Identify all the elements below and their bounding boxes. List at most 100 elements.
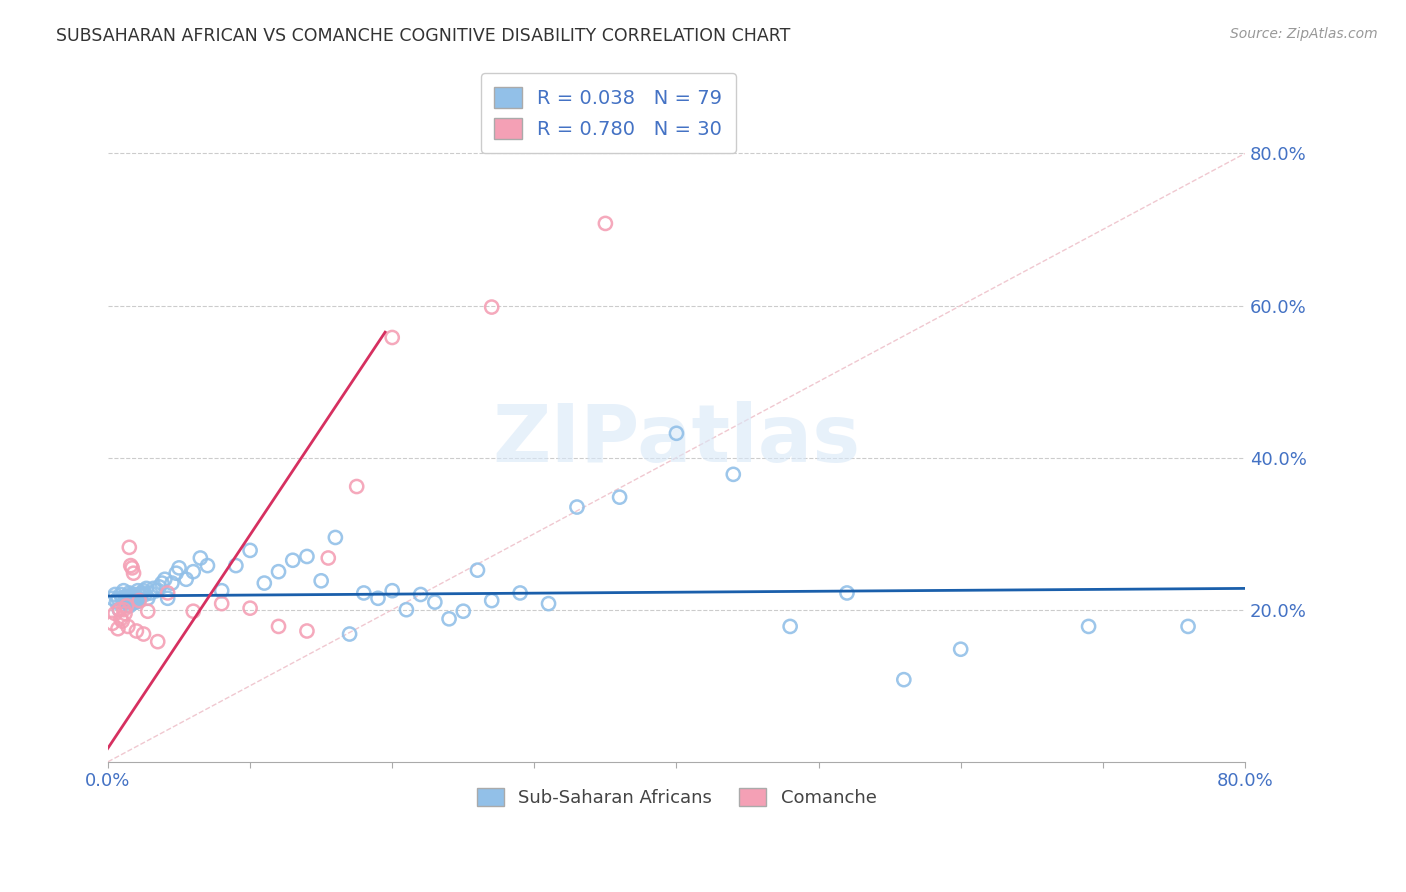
Point bbox=[128, 587, 150, 601]
Point bbox=[295, 549, 318, 564]
Point bbox=[153, 572, 176, 586]
Point bbox=[121, 561, 143, 575]
Point bbox=[107, 622, 129, 636]
Point bbox=[156, 586, 179, 600]
Point bbox=[779, 619, 801, 633]
Point bbox=[124, 587, 146, 601]
Point bbox=[115, 599, 138, 613]
Point bbox=[142, 582, 165, 596]
Point bbox=[104, 587, 127, 601]
Point bbox=[595, 216, 617, 230]
Point bbox=[537, 597, 560, 611]
Point bbox=[281, 553, 304, 567]
Point bbox=[134, 587, 156, 601]
Point bbox=[139, 586, 162, 600]
Point bbox=[353, 586, 375, 600]
Point bbox=[114, 607, 136, 621]
Point bbox=[120, 595, 142, 609]
Point bbox=[125, 591, 148, 606]
Point bbox=[117, 591, 139, 606]
Point bbox=[101, 616, 124, 631]
Point bbox=[211, 583, 233, 598]
Point bbox=[115, 589, 138, 603]
Point bbox=[316, 551, 339, 566]
Point bbox=[118, 599, 141, 613]
Point bbox=[132, 583, 155, 598]
Point bbox=[423, 595, 446, 609]
Point bbox=[105, 595, 128, 609]
Point bbox=[118, 541, 141, 555]
Point bbox=[128, 593, 150, 607]
Point bbox=[167, 561, 190, 575]
Point bbox=[111, 591, 134, 606]
Point bbox=[893, 673, 915, 687]
Point bbox=[120, 558, 142, 573]
Point bbox=[108, 603, 131, 617]
Point bbox=[110, 612, 132, 626]
Point bbox=[128, 591, 150, 606]
Point bbox=[148, 580, 170, 594]
Point bbox=[120, 591, 142, 606]
Point bbox=[101, 591, 124, 606]
Point bbox=[181, 565, 204, 579]
Point bbox=[197, 558, 219, 573]
Point bbox=[112, 603, 135, 617]
Point bbox=[253, 576, 276, 591]
Point bbox=[115, 595, 138, 609]
Point bbox=[381, 330, 404, 344]
Point bbox=[437, 612, 460, 626]
Point bbox=[104, 607, 127, 621]
Point bbox=[451, 604, 474, 618]
Point bbox=[111, 614, 134, 628]
Point bbox=[239, 601, 262, 615]
Legend: Sub-Saharan Africans, Comanche: Sub-Saharan Africans, Comanche bbox=[470, 780, 883, 814]
Point bbox=[125, 595, 148, 609]
Point bbox=[124, 595, 146, 609]
Point bbox=[131, 586, 153, 600]
Point bbox=[112, 583, 135, 598]
Point bbox=[107, 591, 129, 606]
Point bbox=[121, 587, 143, 601]
Point bbox=[122, 589, 145, 603]
Point bbox=[174, 572, 197, 586]
Point bbox=[136, 591, 159, 606]
Point bbox=[118, 586, 141, 600]
Point bbox=[165, 566, 187, 581]
Point bbox=[467, 563, 489, 577]
Point bbox=[156, 591, 179, 606]
Point bbox=[108, 603, 131, 617]
Point bbox=[609, 490, 631, 504]
Point bbox=[114, 591, 136, 606]
Point bbox=[949, 642, 972, 657]
Point bbox=[136, 604, 159, 618]
Point bbox=[395, 603, 418, 617]
Point bbox=[409, 587, 432, 601]
Point bbox=[309, 574, 332, 588]
Point bbox=[1177, 619, 1199, 633]
Point bbox=[121, 595, 143, 609]
Point bbox=[211, 597, 233, 611]
Point bbox=[723, 467, 745, 482]
Point bbox=[381, 583, 404, 598]
Point bbox=[225, 558, 247, 573]
Point bbox=[239, 543, 262, 558]
Point bbox=[190, 551, 212, 566]
Point bbox=[565, 500, 588, 514]
Point bbox=[122, 591, 145, 606]
Point bbox=[135, 582, 157, 596]
Point bbox=[145, 583, 167, 598]
Point bbox=[122, 566, 145, 581]
Point bbox=[267, 565, 290, 579]
Point bbox=[132, 627, 155, 641]
Point bbox=[509, 586, 531, 600]
Point bbox=[325, 531, 347, 545]
Point bbox=[110, 587, 132, 601]
Point bbox=[160, 576, 183, 591]
Point bbox=[367, 591, 389, 606]
Point bbox=[129, 589, 152, 603]
Point bbox=[146, 634, 169, 648]
Point bbox=[481, 300, 503, 314]
Point bbox=[339, 627, 361, 641]
Point bbox=[835, 586, 858, 600]
Point bbox=[665, 426, 688, 441]
